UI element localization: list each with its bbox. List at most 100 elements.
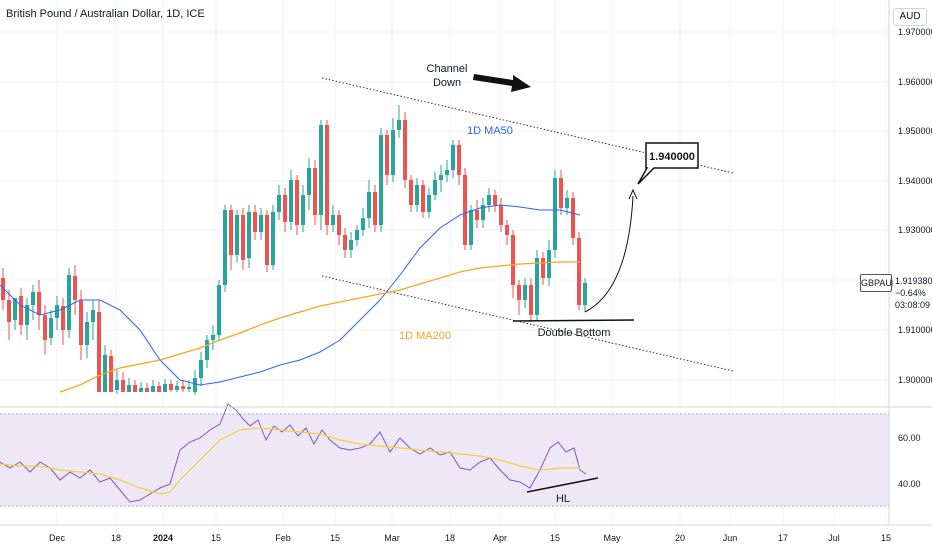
candle-body-20 xyxy=(121,380,125,392)
candle-body-76 xyxy=(457,145,461,175)
candle-body-53 xyxy=(319,125,323,215)
candle-body-87 xyxy=(523,285,527,300)
candle-body-42 xyxy=(253,212,257,232)
candle-body-59 xyxy=(355,230,359,240)
time-label: 18 xyxy=(445,533,455,543)
price-label-3: 1.950000 xyxy=(898,126,932,136)
candle-body-85 xyxy=(511,235,515,285)
time-label: Dec xyxy=(49,533,66,543)
candle-body-41 xyxy=(247,212,251,258)
price-label-6: 1.910000 xyxy=(898,325,932,335)
target-label: 1.940000 xyxy=(649,151,695,163)
rsi-ma-line xyxy=(0,427,580,495)
candle-body-31 xyxy=(187,387,191,389)
higher-low-line xyxy=(526,477,599,493)
price-label-5: 1.930000 xyxy=(898,225,932,235)
rsi-band xyxy=(0,414,889,506)
candle-body-49 xyxy=(295,180,299,225)
time-label: 15 xyxy=(211,533,221,543)
candle-body-48 xyxy=(289,180,293,222)
candle-body-68 xyxy=(409,180,413,205)
candle-body-25 xyxy=(151,386,155,392)
candle-body-64 xyxy=(385,135,389,175)
candle-body-80 xyxy=(481,205,485,220)
candle-body-45 xyxy=(271,212,275,265)
candle-body-7 xyxy=(43,315,47,340)
candle-body-66 xyxy=(397,120,401,130)
candle-body-52 xyxy=(313,168,317,215)
candle-body-50 xyxy=(301,195,305,225)
candle-body-9 xyxy=(55,305,59,318)
channel-lower-line xyxy=(321,275,734,372)
candle-body-32 xyxy=(193,378,197,392)
candle-body-40 xyxy=(241,215,245,260)
candle-body-38 xyxy=(229,210,233,255)
candlestick-series xyxy=(1,105,587,395)
price-label-1: 1.970000 xyxy=(898,27,932,37)
candle-body-81 xyxy=(487,195,491,205)
time-label: 15 xyxy=(330,533,340,543)
candle-body-51 xyxy=(307,168,311,195)
projection-curve xyxy=(584,195,634,313)
candle-body-30 xyxy=(181,386,185,389)
channel-upper-line xyxy=(321,77,734,174)
rsi-line xyxy=(0,403,587,503)
candle-body-33 xyxy=(199,360,203,378)
time-label: 17 xyxy=(778,533,788,543)
channel-down-arrow xyxy=(473,74,531,92)
candle-body-63 xyxy=(379,135,383,225)
candle-body-72 xyxy=(433,180,437,195)
hl-label: HL xyxy=(556,493,570,505)
candle-body-15 xyxy=(91,310,95,322)
candle-body-44 xyxy=(265,215,269,265)
channel-down-label-line1: Channel xyxy=(427,63,468,75)
candle-body-13 xyxy=(79,300,83,345)
candle-body-67 xyxy=(403,120,407,180)
candle-body-97 xyxy=(583,283,587,305)
candle-body-18 xyxy=(109,356,113,392)
candle-body-16 xyxy=(97,312,101,392)
candle-body-21 xyxy=(127,385,131,392)
symbol-price-tag: GBPAUD xyxy=(860,274,898,292)
candle-body-2 xyxy=(13,298,17,320)
bar-countdown: 03:08:09 xyxy=(895,300,931,310)
currency-button[interactable]: AUD xyxy=(893,8,927,26)
ma50-label: 1D MA50 xyxy=(467,125,513,137)
candle-body-75 xyxy=(451,145,455,170)
target-callout-box xyxy=(637,142,699,185)
price-label-7: 1.900000 xyxy=(898,375,932,385)
time-label: 20 xyxy=(675,533,685,543)
price-label-4: 1.940000 xyxy=(898,176,932,186)
time-label: Jun xyxy=(723,533,738,543)
candle-body-73 xyxy=(439,175,443,180)
double-bottom-label: Double Bottom xyxy=(538,327,611,339)
rsi-label-60: 60.00 xyxy=(898,433,921,443)
candle-body-3 xyxy=(19,296,23,325)
candle-body-90 xyxy=(541,258,545,278)
time-label: May xyxy=(603,533,621,543)
candle-body-71 xyxy=(427,195,431,212)
time-label: Mar xyxy=(384,533,400,543)
candle-body-91 xyxy=(547,250,551,278)
price-change: −0.64% xyxy=(895,288,926,298)
candle-body-92 xyxy=(553,178,557,250)
candle-body-8 xyxy=(49,318,53,338)
candle-body-65 xyxy=(391,130,395,175)
candle-body-10 xyxy=(61,306,65,330)
candle-body-58 xyxy=(349,240,353,250)
ma50-line xyxy=(0,204,581,386)
candle-body-77 xyxy=(463,175,467,245)
symbol-title: British Pound / Australian Dollar, 1D, I… xyxy=(6,8,205,20)
candle-body-47 xyxy=(283,195,287,222)
candle-body-54 xyxy=(325,125,329,225)
time-label: Feb xyxy=(275,533,291,543)
candle-body-93 xyxy=(559,178,563,208)
candle-body-84 xyxy=(505,225,509,235)
candle-body-22 xyxy=(133,385,137,392)
candle-body-39 xyxy=(235,215,239,255)
candle-body-78 xyxy=(469,210,473,245)
candle-body-26 xyxy=(157,386,161,392)
rsi-label-40: 40.00 xyxy=(898,479,921,489)
candle-body-12 xyxy=(73,276,77,300)
